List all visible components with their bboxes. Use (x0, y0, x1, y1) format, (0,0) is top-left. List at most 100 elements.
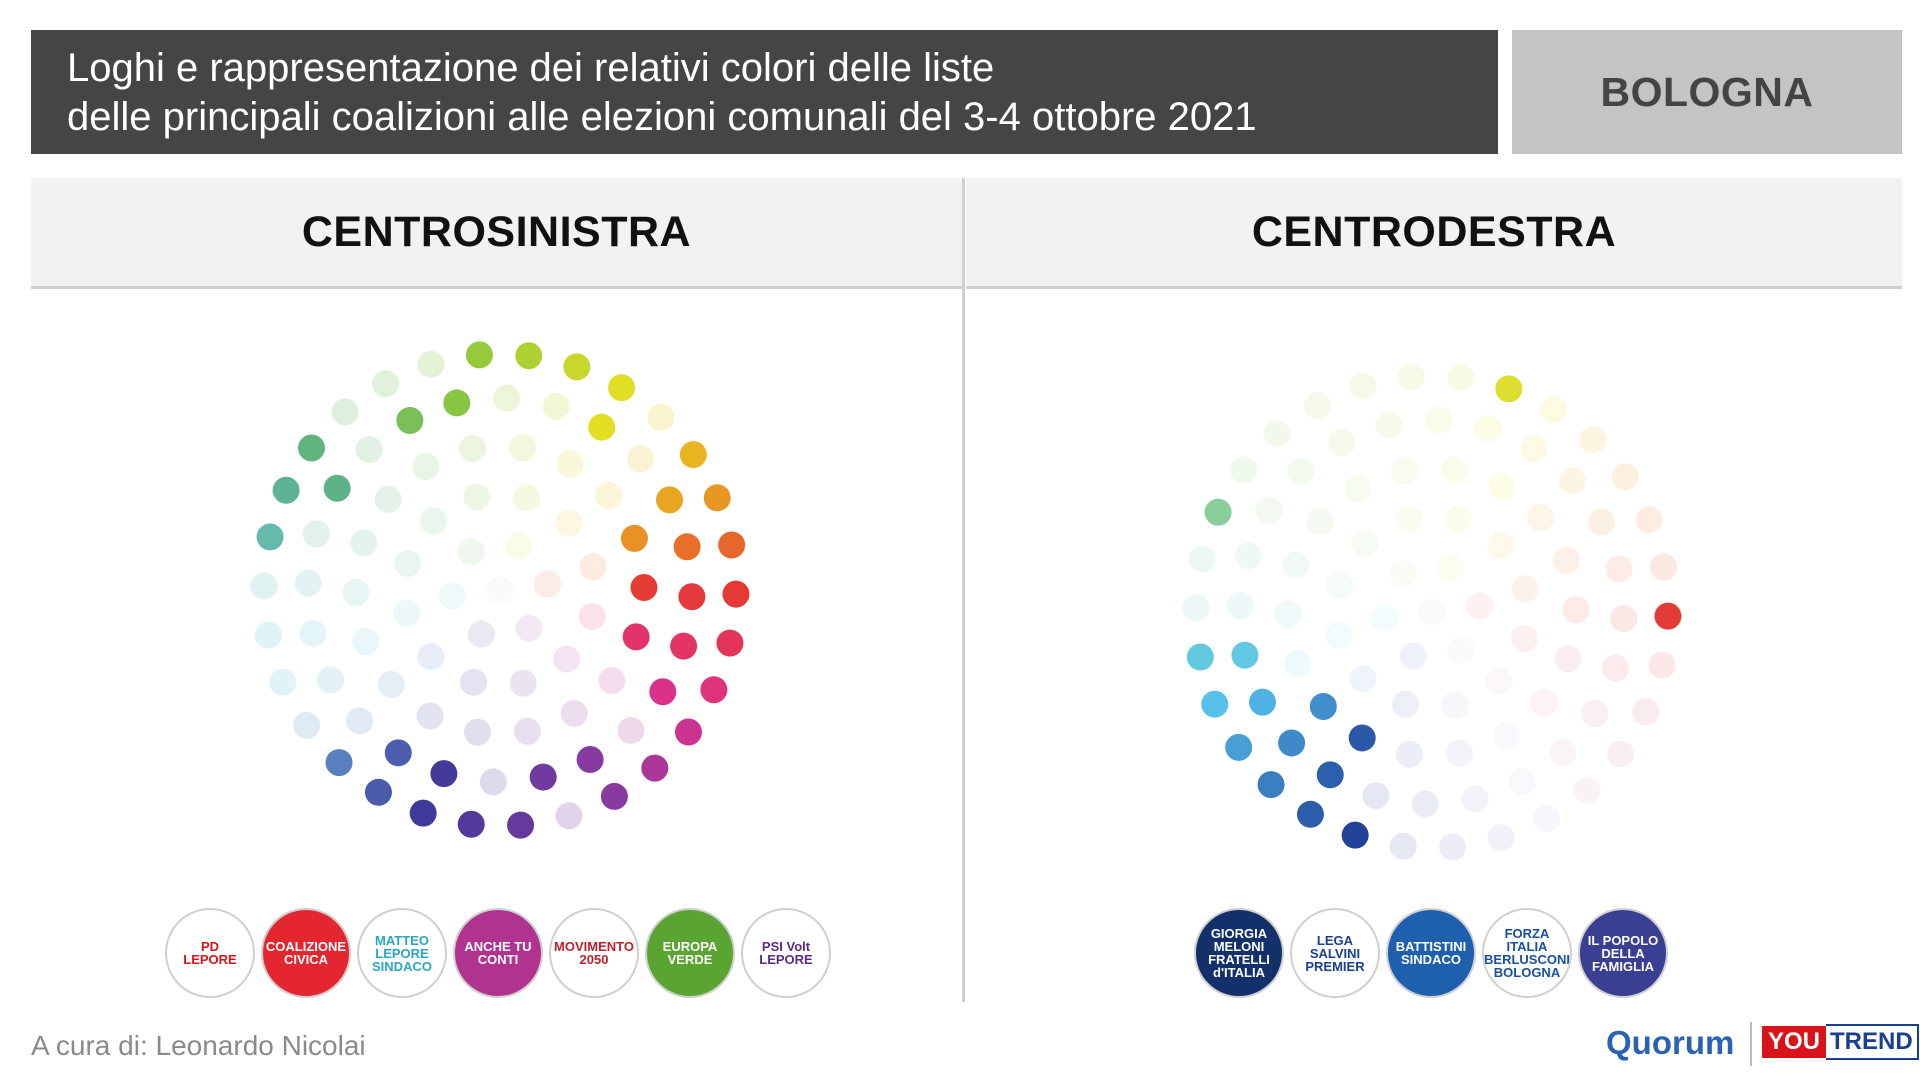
R-dot-r1-1 (1437, 554, 1465, 582)
R-dot-r3-12 (1395, 740, 1423, 768)
R-dot-r5-25 (1632, 698, 1660, 726)
R-dot-r2-5 (1326, 572, 1354, 600)
L-dot-r3-0 (620, 524, 648, 552)
L-dot-r3-7 (350, 529, 378, 557)
R-dot-r4-4 (1425, 406, 1453, 434)
L-dot-r1-5 (515, 614, 543, 642)
R-dot-r5-8 (1263, 420, 1291, 448)
centrosinistra-header: CENTROSINISTRA (31, 178, 962, 289)
L-dot-r2-3 (463, 483, 491, 511)
R-dot-r3-9 (1284, 650, 1312, 678)
pd-lepore-logo: PD LEPORE (165, 908, 255, 998)
L-dot-r4-11 (299, 619, 327, 647)
L-dot-r4-14 (384, 739, 412, 767)
L-dot-r5-5 (465, 341, 493, 369)
title-bar: Loghi e rappresentazione dei relativi co… (31, 30, 1498, 154)
L-dot-r4-19 (617, 716, 645, 744)
L-dot-r5-0 (679, 441, 707, 469)
L-dot-r5-11 (256, 523, 284, 551)
dot-diagrams (250, 341, 1682, 861)
R-dot-r4-7 (1287, 458, 1315, 486)
R-dot-r3-15 (1530, 689, 1558, 717)
R-dot-r5-29 (1635, 506, 1663, 534)
L-dot-r5-12 (250, 572, 278, 600)
R-dot-r4-12 (1248, 688, 1276, 716)
L-dot-r5-13 (254, 621, 282, 649)
R-dot-r2-3 (1395, 505, 1423, 533)
forza-italia-logo: FORZA ITALIA BERLUSCONI BOLOGNA (1482, 908, 1572, 998)
L-dot-r3-15 (598, 667, 626, 695)
L-dot-r2-7 (417, 643, 445, 671)
L-dot-r2-4 (419, 507, 447, 535)
R-dot-r2-2 (1444, 506, 1472, 534)
coalizione-civica-logo: COALIZIONE CIVICA (261, 908, 351, 998)
movimento-2050-logo: MOVIMENTO 2050 (549, 908, 639, 998)
R-dot-r4-22 (1610, 605, 1638, 633)
L-dot-r4-4 (493, 384, 521, 412)
L-dot-r5-6 (417, 350, 445, 378)
psi-volt-logo: PSI Volt LEPORE (741, 908, 831, 998)
L-dot-r3-16 (622, 623, 650, 651)
R-dot-r4-8 (1255, 496, 1283, 524)
R-dot-r3-5 (1344, 475, 1372, 503)
R-dot-r2-11 (1510, 624, 1538, 652)
fratelli-italia-logo: GIORGIA MELONI FRATELLI d'ITALIA (1194, 908, 1284, 998)
R-dot-r5-13 (1186, 643, 1214, 671)
R-dot-r3-17 (1562, 595, 1590, 623)
centrodestra-dot-wheel (1182, 363, 1682, 861)
L-dot-r5-9 (298, 434, 326, 462)
brand-separator (1750, 1022, 1752, 1066)
R-dot-r1-5 (1447, 636, 1475, 664)
city-label: BOLOGNA (1512, 30, 1902, 154)
L-dot-r5-17 (364, 778, 392, 806)
L-dot-r5-3 (563, 353, 591, 381)
title-line-1: Loghi e rappresentazione dei relativi co… (67, 46, 995, 90)
L-dot-r3-6 (374, 485, 402, 513)
L-dot-r5-19 (457, 810, 485, 838)
R-dot-r4-17 (1461, 785, 1489, 813)
L-dot-r5-25 (700, 676, 728, 704)
L-dot-r4-13 (346, 707, 374, 735)
R-dot-r3-10 (1309, 692, 1337, 720)
L-dot-r4-1 (626, 445, 654, 473)
R-dot-r3-1 (1527, 504, 1555, 532)
L-dot-r4-18 (576, 746, 604, 774)
youtrend-logo: YOU TREND (1762, 1024, 1919, 1060)
L-dot-r2-0 (579, 553, 607, 581)
L-dot-r4-5 (443, 389, 471, 417)
L-dot-r2-9 (509, 669, 537, 697)
europa-verde-logo: EUROPA VERDE (645, 908, 735, 998)
L-dot-r4-15 (430, 760, 458, 788)
L-dot-r2-5 (394, 550, 422, 578)
R-dot-r5-12 (1182, 594, 1210, 622)
L-dot-r1-4 (467, 620, 495, 648)
L-dot-r2-10 (553, 645, 581, 673)
R-dot-r1-3 (1370, 604, 1398, 632)
R-dot-r1-2 (1389, 560, 1417, 588)
L-dot-r1-1 (505, 532, 533, 560)
popolo-famiglia-logo: IL POPOLO DELLA FAMIGLIA (1578, 908, 1668, 998)
R-dot-r5-10 (1204, 498, 1232, 526)
R-dot-r4-21 (1602, 654, 1630, 682)
R-dot-r4-6 (1328, 428, 1356, 456)
L-dot-r2-8 (460, 668, 488, 696)
R-dot-r4-16 (1411, 790, 1439, 818)
R-dot-r4-1 (1558, 467, 1586, 495)
R-dot-r5-28 (1650, 553, 1678, 581)
R-dot-r4-23 (1605, 555, 1633, 583)
L-dot-r1-0 (534, 570, 562, 598)
L-dot-r4-17 (529, 763, 557, 791)
R-dot-r5-23 (1573, 776, 1601, 804)
L-dot-r3-11 (416, 702, 444, 730)
R-dot-r5-1 (1579, 425, 1607, 453)
R-dot-r4-3 (1474, 414, 1502, 442)
panel-divider (962, 178, 965, 1002)
L-dot-r5-26 (716, 629, 744, 657)
R-dot-r4-0 (1588, 508, 1616, 536)
R-dot-r5-11 (1188, 545, 1216, 573)
R-dot-r4-20 (1581, 700, 1609, 728)
L-dot-r4-22 (678, 583, 706, 611)
R-dot-r3-7 (1282, 551, 1310, 579)
R-dot-r5-19 (1389, 832, 1417, 860)
L-dot-r5-14 (269, 668, 297, 696)
